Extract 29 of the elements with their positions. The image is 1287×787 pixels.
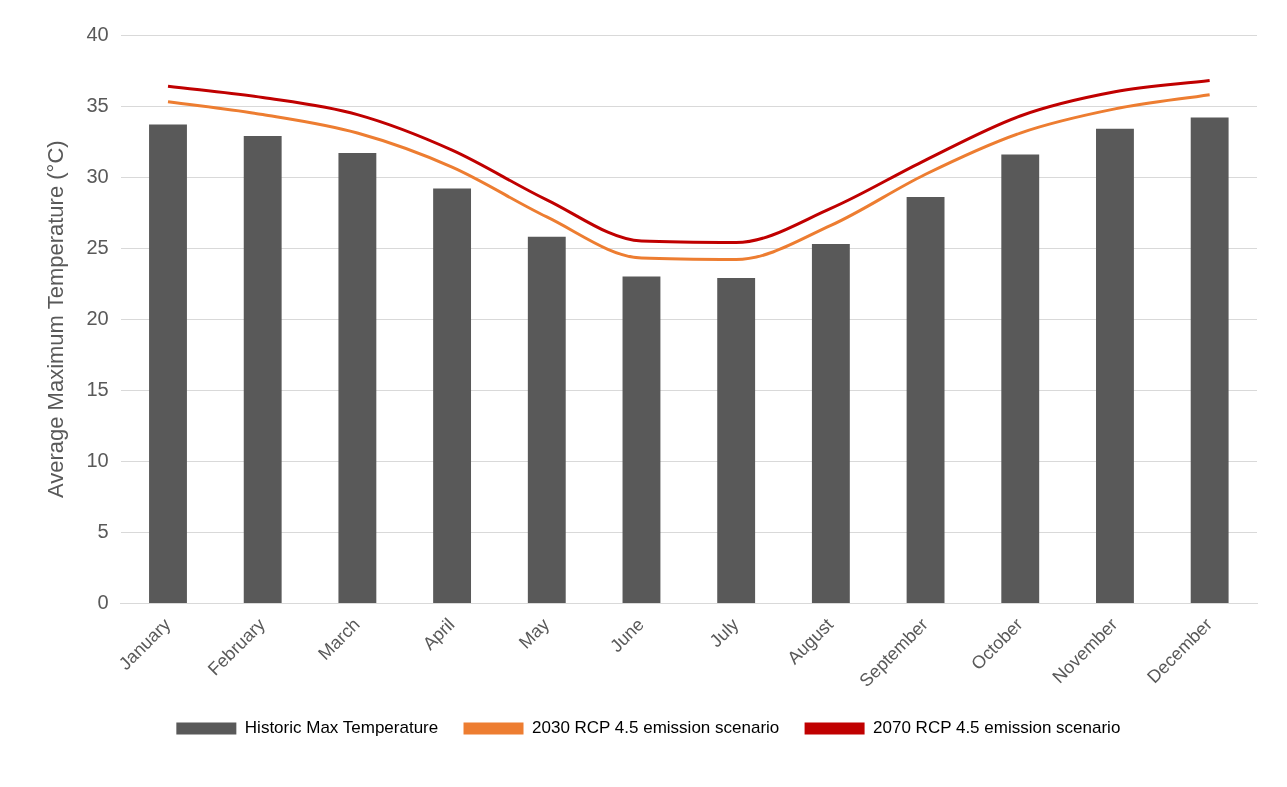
bar xyxy=(1001,154,1040,603)
x-tick-label: May xyxy=(514,614,554,653)
legend-label: Historic Max Temperature xyxy=(244,718,439,738)
legend-label: 2030 RCP 4.5 emission scenario xyxy=(532,718,780,738)
bar xyxy=(717,278,756,603)
y-tick-label: 20 xyxy=(86,306,109,329)
line-series xyxy=(166,78,1212,244)
bar xyxy=(1190,117,1229,603)
bar xyxy=(906,197,945,603)
y-tick-label: 15 xyxy=(86,377,109,400)
y-tick-label: 25 xyxy=(86,235,109,258)
bar xyxy=(433,188,472,603)
y-tick-label: 0 xyxy=(97,590,109,613)
bar xyxy=(149,124,187,603)
y-axis-title: Average Maximum Temperature (°C) xyxy=(43,140,69,499)
x-tick-label: July xyxy=(705,614,743,652)
y-tick-label: 5 xyxy=(97,519,109,542)
bar xyxy=(243,135,282,603)
bar xyxy=(1096,128,1134,603)
legend-label: 2070 RCP 4.5 emission scenario xyxy=(873,718,1121,738)
line-series xyxy=(166,93,1212,262)
y-tick-label: 40 xyxy=(86,22,109,45)
y-tick-label: 10 xyxy=(86,448,109,471)
y-tick-label: 35 xyxy=(86,93,109,116)
bar xyxy=(811,243,850,603)
bar xyxy=(338,152,377,603)
bar xyxy=(527,236,566,603)
bar xyxy=(622,276,661,603)
y-tick-label: 30 xyxy=(86,164,109,187)
